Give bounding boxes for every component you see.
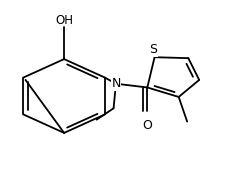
Text: OH: OH xyxy=(55,14,73,27)
Text: N: N xyxy=(111,77,121,90)
Text: S: S xyxy=(149,43,157,56)
Text: O: O xyxy=(142,119,152,132)
